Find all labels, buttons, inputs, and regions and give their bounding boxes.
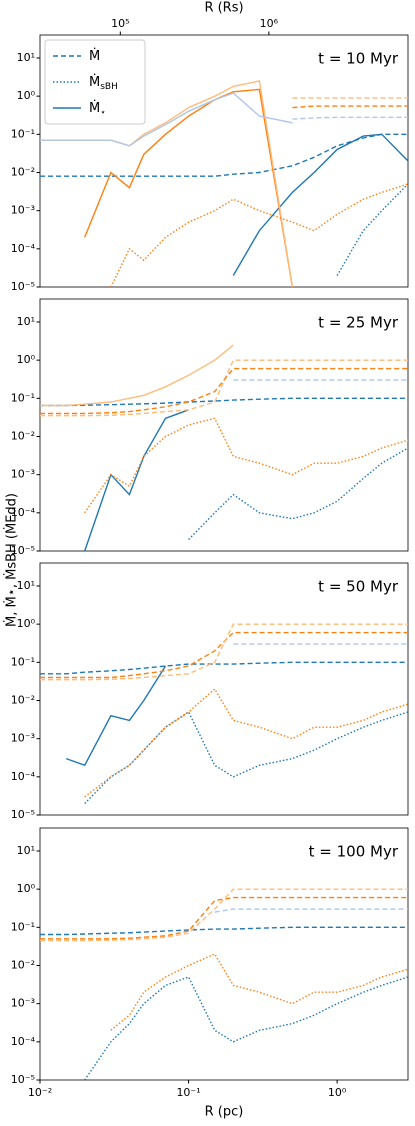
panel-annotation: t = 10 Myr xyxy=(318,50,399,68)
series-group xyxy=(40,344,408,551)
legend-main: Ṁ xyxy=(89,100,100,116)
y-tick-label: 10⁻¹ xyxy=(11,655,35,668)
series-line xyxy=(292,105,408,109)
legend-label: Ṁ xyxy=(89,48,100,64)
series-line xyxy=(84,417,408,514)
legend-box xyxy=(44,39,146,125)
series-line xyxy=(40,92,293,147)
series-line xyxy=(336,183,408,276)
x-axis-label: R (pc) xyxy=(205,1105,244,1120)
series-line xyxy=(188,447,408,540)
y-tick-label: 10⁻¹ xyxy=(11,127,35,140)
series-line xyxy=(84,710,408,804)
series-line xyxy=(84,976,408,1080)
series-group xyxy=(40,80,408,287)
y-tick-label: 10⁻⁴ xyxy=(11,506,36,519)
y-tick-label: 10⁻² xyxy=(11,429,35,442)
y-tick-label: 10⁻² xyxy=(11,958,35,971)
legend-sub: ⋆ xyxy=(100,108,106,118)
series-line xyxy=(65,665,167,767)
series-line xyxy=(40,359,408,417)
y-tick-label: 10⁻⁴ xyxy=(11,770,36,783)
y-tick-label: 10⁰ xyxy=(17,882,36,895)
series-line xyxy=(84,88,294,287)
series-line xyxy=(232,133,408,276)
plot-frame xyxy=(39,298,409,552)
legend-main: Ṁ xyxy=(89,48,100,64)
y-tick-label: 10⁻³ xyxy=(11,997,35,1010)
y-tick-label: 10⁻⁵ xyxy=(11,544,35,557)
series-line xyxy=(40,367,408,415)
y-tick-label: 10⁻⁴ xyxy=(11,1035,36,1048)
x-tick-label: 10⁻² xyxy=(28,1086,52,1099)
y-tick-label: 10⁰ xyxy=(17,89,36,102)
y-tick-label: 10⁻² xyxy=(11,165,35,178)
y-tick-label: 10¹ xyxy=(17,51,35,64)
panel-annotation: t = 100 Myr xyxy=(309,843,399,861)
series-line xyxy=(110,953,408,1031)
legend-sub: sBH xyxy=(100,82,118,92)
panel-annotation: t = 50 Myr xyxy=(318,578,399,596)
series-line xyxy=(40,344,234,407)
y-tick-label: 10⁻¹ xyxy=(11,391,35,404)
series-line xyxy=(110,183,408,287)
y-tick-label: 10⁻⁴ xyxy=(11,242,36,255)
y-tick-label: 10⁻³ xyxy=(11,204,35,217)
plot-frame xyxy=(39,562,409,816)
series-line xyxy=(84,409,189,551)
y-tick-label: 10¹ xyxy=(17,315,35,328)
y-tick-label: 10¹ xyxy=(17,844,35,857)
series-line xyxy=(40,397,408,407)
series-line xyxy=(40,896,408,940)
x2-axis-label: R (Rs) xyxy=(204,1,243,16)
series-line xyxy=(40,888,408,942)
series-line xyxy=(84,687,408,798)
x-tick-label: 10⁻¹ xyxy=(176,1086,200,1099)
series-line xyxy=(214,908,408,913)
y-tick-label: 10⁻³ xyxy=(11,468,35,481)
series-group xyxy=(40,623,408,804)
y-tick-label: 10⁰ xyxy=(17,353,36,366)
series-line xyxy=(292,116,408,120)
y-tick-label: 10¹ xyxy=(17,579,35,592)
y-tick-label: 10⁻¹ xyxy=(11,920,35,933)
legend-main: Ṁ xyxy=(89,74,100,90)
y-tick-label: 10⁻⁵ xyxy=(11,808,35,821)
panel-annotation: t = 25 Myr xyxy=(318,314,399,332)
y-tick-label: 10⁻⁵ xyxy=(11,280,35,293)
legend-label: Ṁ⋆ xyxy=(89,100,106,118)
series-line xyxy=(40,661,408,675)
series-line xyxy=(40,631,408,679)
x2-tick-label: 10⁶ xyxy=(260,17,279,30)
plot-frame xyxy=(39,827,409,1081)
y-tick-label: 10⁻² xyxy=(11,693,35,706)
x2-tick-label: 10⁵ xyxy=(111,17,129,30)
y-tick-label: 10⁰ xyxy=(17,617,36,630)
x-tick-label: 10⁰ xyxy=(328,1086,347,1099)
y-tick-label: 10⁻³ xyxy=(11,732,35,745)
legend-label: ṀsBH xyxy=(89,74,118,92)
series-line xyxy=(40,926,408,936)
series-line xyxy=(40,623,408,681)
y-tick-label: 10⁻⁵ xyxy=(11,1073,35,1086)
y-axis-label: Ṁ, Ṁ⋆, ṀsBH (ṀEdd) xyxy=(4,493,20,627)
series-group xyxy=(40,888,408,1080)
